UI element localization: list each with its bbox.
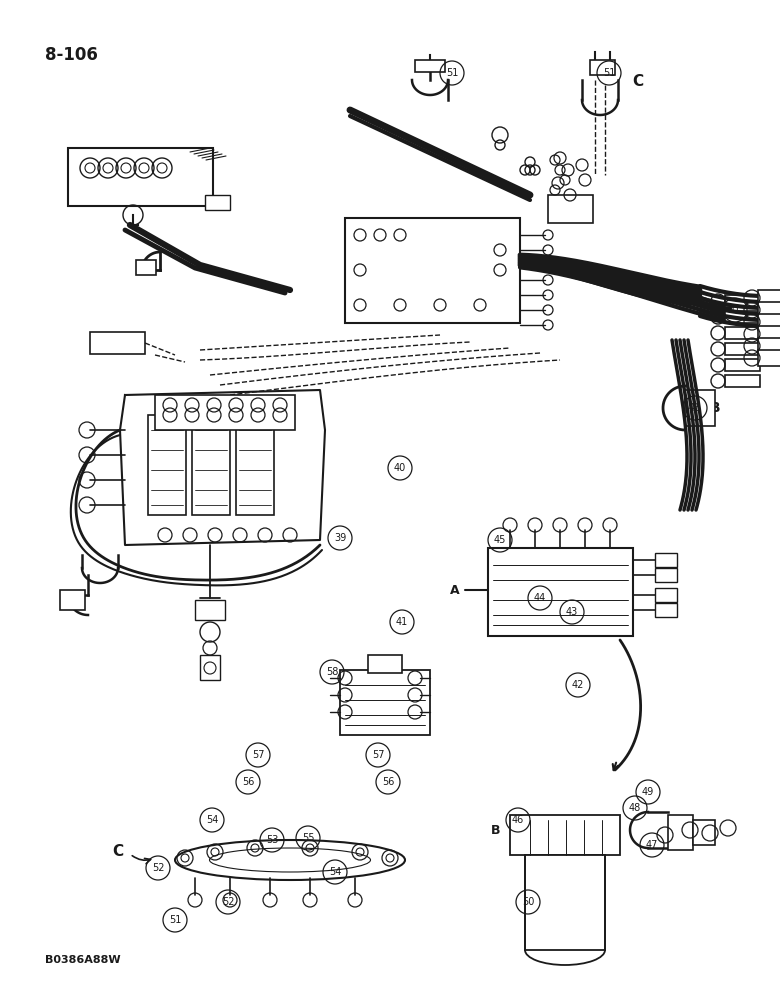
Text: 42: 42 bbox=[572, 680, 584, 690]
FancyBboxPatch shape bbox=[590, 60, 615, 75]
Text: 40: 40 bbox=[394, 463, 406, 473]
Text: 57: 57 bbox=[372, 750, 385, 760]
Text: A: A bbox=[450, 584, 460, 596]
Text: 44: 44 bbox=[534, 593, 546, 603]
Text: 43: 43 bbox=[566, 607, 578, 617]
FancyBboxPatch shape bbox=[488, 548, 633, 636]
Text: 50: 50 bbox=[522, 897, 534, 907]
FancyBboxPatch shape bbox=[200, 655, 220, 680]
Text: 57: 57 bbox=[252, 750, 264, 760]
Text: A: A bbox=[710, 303, 721, 317]
FancyBboxPatch shape bbox=[236, 415, 274, 515]
Text: 56: 56 bbox=[382, 777, 394, 787]
Polygon shape bbox=[120, 390, 325, 545]
FancyBboxPatch shape bbox=[340, 670, 430, 735]
FancyBboxPatch shape bbox=[725, 343, 760, 355]
Text: C: C bbox=[633, 75, 644, 90]
FancyBboxPatch shape bbox=[693, 820, 715, 845]
FancyBboxPatch shape bbox=[725, 375, 760, 387]
Text: 51: 51 bbox=[603, 68, 615, 78]
Text: 52: 52 bbox=[222, 897, 234, 907]
FancyBboxPatch shape bbox=[148, 415, 186, 515]
FancyBboxPatch shape bbox=[548, 195, 593, 223]
Text: B0386A88W: B0386A88W bbox=[45, 955, 121, 965]
FancyBboxPatch shape bbox=[510, 815, 620, 855]
FancyBboxPatch shape bbox=[685, 390, 715, 426]
FancyBboxPatch shape bbox=[345, 218, 520, 323]
Ellipse shape bbox=[175, 840, 405, 880]
Text: 56: 56 bbox=[242, 777, 254, 787]
FancyBboxPatch shape bbox=[758, 326, 780, 342]
FancyBboxPatch shape bbox=[415, 60, 445, 72]
Text: 45: 45 bbox=[494, 535, 506, 545]
Text: 52: 52 bbox=[152, 863, 165, 873]
Text: 8-106: 8-106 bbox=[45, 46, 98, 64]
Text: 54: 54 bbox=[329, 867, 341, 877]
FancyBboxPatch shape bbox=[192, 415, 230, 515]
Text: 41: 41 bbox=[729, 305, 741, 315]
Text: 39: 39 bbox=[334, 533, 346, 543]
FancyBboxPatch shape bbox=[758, 290, 780, 306]
Text: 51: 51 bbox=[168, 915, 181, 925]
FancyBboxPatch shape bbox=[655, 568, 677, 582]
Text: 41: 41 bbox=[396, 617, 408, 627]
FancyBboxPatch shape bbox=[136, 260, 156, 275]
Text: C: C bbox=[112, 844, 123, 859]
FancyBboxPatch shape bbox=[90, 332, 145, 354]
Text: 46: 46 bbox=[689, 403, 701, 413]
Text: 53: 53 bbox=[266, 835, 278, 845]
Text: 51: 51 bbox=[446, 68, 458, 78]
FancyBboxPatch shape bbox=[655, 603, 677, 617]
Text: B: B bbox=[491, 824, 500, 836]
FancyBboxPatch shape bbox=[758, 338, 780, 354]
FancyBboxPatch shape bbox=[155, 395, 295, 430]
FancyBboxPatch shape bbox=[655, 553, 677, 567]
Text: 49: 49 bbox=[642, 787, 654, 797]
FancyBboxPatch shape bbox=[725, 327, 760, 339]
FancyBboxPatch shape bbox=[525, 855, 605, 950]
FancyBboxPatch shape bbox=[655, 588, 677, 602]
FancyBboxPatch shape bbox=[758, 350, 780, 366]
FancyBboxPatch shape bbox=[758, 314, 780, 330]
Text: 55: 55 bbox=[302, 833, 314, 843]
FancyBboxPatch shape bbox=[758, 302, 780, 318]
Text: 58: 58 bbox=[326, 667, 339, 677]
FancyBboxPatch shape bbox=[205, 195, 230, 210]
Text: 47: 47 bbox=[646, 840, 658, 850]
FancyBboxPatch shape bbox=[725, 359, 760, 371]
FancyBboxPatch shape bbox=[668, 815, 693, 850]
FancyBboxPatch shape bbox=[60, 590, 85, 610]
FancyBboxPatch shape bbox=[368, 655, 402, 673]
FancyBboxPatch shape bbox=[725, 311, 760, 323]
FancyBboxPatch shape bbox=[725, 295, 760, 307]
Text: 48: 48 bbox=[629, 803, 641, 813]
FancyBboxPatch shape bbox=[68, 148, 213, 206]
Text: 54: 54 bbox=[206, 815, 218, 825]
Text: B: B bbox=[710, 401, 721, 415]
Text: 46: 46 bbox=[512, 815, 524, 825]
FancyBboxPatch shape bbox=[195, 600, 225, 620]
